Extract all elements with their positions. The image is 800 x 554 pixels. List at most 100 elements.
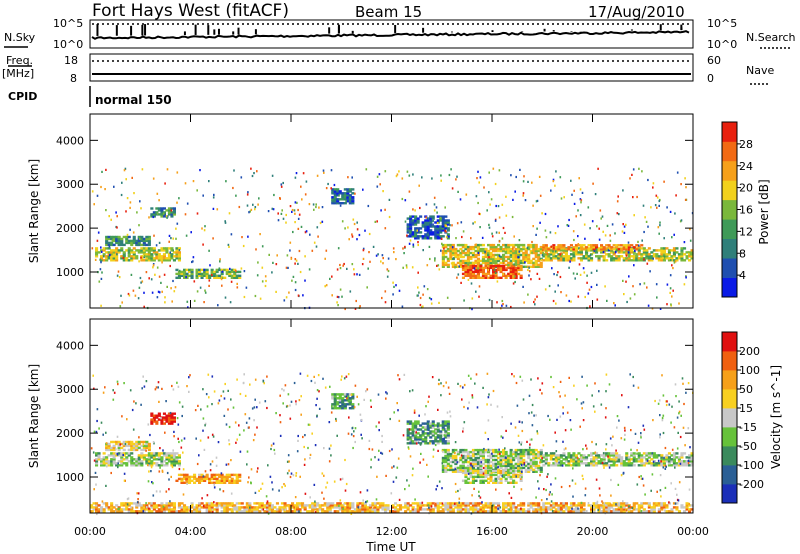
echo-cell — [484, 506, 488, 509]
echo-cell — [432, 220, 434, 223]
echo-cell — [622, 223, 624, 226]
echo-cell — [414, 233, 418, 236]
echo-cell — [265, 502, 269, 505]
echo-cell — [137, 446, 141, 450]
echo-cell — [250, 167, 252, 170]
echo-cell — [225, 423, 228, 426]
echo-cell — [150, 420, 154, 423]
echo-cell — [466, 464, 470, 468]
echo-cell — [466, 508, 470, 511]
echo-cell — [346, 502, 350, 505]
echo-cell — [147, 460, 151, 463]
echo-cell — [617, 458, 621, 461]
echo-cell — [233, 504, 237, 507]
echo-cell — [630, 454, 634, 457]
echo-cell — [155, 510, 159, 513]
echo-cell — [225, 506, 229, 509]
echo-cell — [140, 448, 144, 452]
echo-cell — [522, 454, 526, 458]
echo-cell — [112, 446, 116, 450]
echo-cell — [612, 452, 616, 455]
echo-cell — [489, 452, 493, 456]
echo-cell — [177, 504, 181, 507]
echo-cell — [110, 241, 114, 245]
echo-cell — [251, 174, 254, 178]
echo-cell — [230, 477, 234, 481]
echo-cell — [642, 456, 646, 459]
echo-cell — [170, 452, 174, 455]
echo-cell — [464, 466, 468, 470]
echo-cell — [637, 251, 641, 254]
echo-cell — [419, 506, 423, 509]
echo-cell — [110, 257, 114, 260]
echo-cell — [489, 466, 493, 470]
echo-cell — [176, 171, 179, 174]
echo-cell — [446, 448, 450, 452]
echo-cell — [150, 255, 154, 258]
echo-cell — [436, 440, 440, 443]
echo-cell — [218, 274, 222, 277]
echo-cell — [527, 502, 531, 505]
echo-cell — [622, 502, 626, 505]
colorbar-swatch — [722, 238, 737, 259]
echo-cell — [519, 504, 523, 507]
echo-cell — [284, 508, 286, 511]
echo-cell — [147, 253, 151, 256]
echo-cell — [295, 403, 297, 406]
echo-cell — [191, 503, 194, 506]
echo-cell — [165, 418, 169, 421]
echo-cell — [388, 215, 391, 219]
echo-cell — [497, 506, 501, 509]
echo-cell — [585, 251, 589, 254]
echo-cell — [487, 477, 491, 481]
echo-cell — [408, 190, 411, 193]
echo-cell — [667, 460, 671, 463]
echo-cell — [126, 233, 129, 236]
echo-cell — [165, 504, 169, 507]
echo-cell — [552, 178, 555, 181]
echo-cell — [208, 279, 211, 282]
echo-cell — [105, 259, 109, 262]
echo-cell — [205, 502, 209, 505]
echo-cell — [127, 241, 131, 245]
echo-cell — [577, 295, 580, 298]
echo-cell — [604, 285, 606, 288]
echo-cell — [677, 257, 681, 260]
echo-cell — [529, 438, 532, 441]
echo-cell — [220, 268, 224, 272]
echo-cell — [384, 506, 388, 509]
echo-cell — [140, 281, 142, 284]
echo-cell — [612, 462, 616, 465]
echo-cell — [512, 504, 516, 507]
echo-cell — [220, 278, 223, 281]
echo-cell — [625, 248, 629, 251]
echo-cell — [235, 473, 239, 477]
echo-cell — [175, 227, 177, 230]
echo-cell — [504, 462, 508, 466]
echo-cell — [411, 502, 415, 505]
echo-cell — [125, 259, 129, 262]
echo-cell — [296, 502, 300, 505]
echo-cell — [557, 464, 561, 467]
echo-cell — [141, 280, 144, 283]
echo-cell — [675, 259, 679, 262]
echo-cell — [436, 215, 440, 218]
echo-cell — [135, 255, 139, 258]
echo-cell — [492, 268, 496, 272]
echo-cell — [496, 280, 499, 283]
echo-cell — [253, 502, 257, 505]
echo-cell — [338, 194, 340, 197]
echo-cell — [615, 510, 619, 513]
echo-cell — [185, 477, 189, 481]
echo-cell — [167, 209, 171, 212]
echo-cell — [532, 243, 536, 247]
echo-cell — [177, 253, 181, 256]
echo-cell — [132, 255, 136, 258]
echo-cell — [690, 462, 694, 465]
echo-cell — [435, 502, 437, 505]
echo-cell — [456, 265, 460, 268]
echo-cell — [426, 237, 430, 240]
echo-cell — [487, 253, 491, 257]
echo-cell — [198, 477, 202, 481]
echo-cell — [492, 450, 496, 454]
